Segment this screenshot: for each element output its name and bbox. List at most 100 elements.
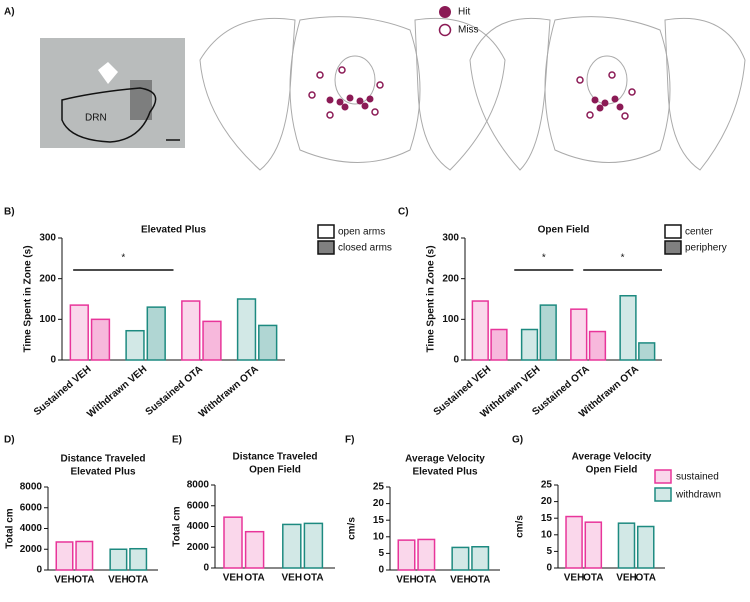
- bar: [236, 298, 257, 361]
- bar: [90, 318, 111, 361]
- x-tick-label: OTA: [244, 573, 264, 584]
- legend-label: Hit: [458, 7, 470, 18]
- x-tick-label: OTA: [416, 575, 436, 586]
- atlas-right: [469, 16, 746, 171]
- x-tick-label: VEH: [450, 575, 471, 586]
- y-tick-label: 2000: [20, 544, 43, 555]
- y-tick-label: 5: [378, 548, 384, 559]
- y-tick-label: 300: [442, 233, 459, 244]
- legend-swatch: [664, 224, 682, 239]
- hit-dots: [326, 94, 624, 112]
- bar: [451, 546, 470, 571]
- x-tick-label: VEH: [108, 575, 129, 586]
- significance-star: *: [621, 253, 625, 264]
- bar: [636, 525, 655, 569]
- y-tick-label: 2000: [187, 542, 210, 553]
- x-tick-label: VEH: [616, 573, 637, 584]
- y-tick-label: 25: [541, 480, 553, 491]
- chart-title: Elevated Plus: [412, 467, 477, 478]
- y-tick-label: 5: [546, 546, 552, 557]
- image-label: DRN: [85, 113, 107, 124]
- y-tick-label: 0: [50, 355, 56, 366]
- legend-swatch: [317, 240, 335, 255]
- y-tick-label: 15: [373, 515, 385, 526]
- y-tick-label: 10: [373, 531, 385, 542]
- panel-label: E): [172, 435, 182, 446]
- y-tick-label: 20: [541, 496, 553, 507]
- legend-swatch: [317, 224, 335, 239]
- y-tick-label: 4000: [187, 521, 210, 532]
- bar: [244, 530, 265, 569]
- bar: [417, 538, 436, 571]
- aqueduct: [98, 62, 118, 84]
- histology-image: [40, 38, 185, 148]
- panel-label: D): [4, 435, 15, 446]
- legend-label: sustained: [676, 472, 719, 483]
- y-tick-label: 15: [541, 513, 553, 524]
- bar: [69, 304, 89, 361]
- y-tick-label: 0: [378, 565, 384, 576]
- chart-title: Open Field: [586, 465, 638, 476]
- chart-title: Elevated Plus: [70, 467, 135, 478]
- bar: [565, 515, 583, 569]
- y-tick-label: 20: [373, 498, 385, 509]
- x-tick-label: OTA: [128, 575, 148, 586]
- y-tick-label: 100: [442, 314, 459, 325]
- y-tick-label: 6000: [187, 500, 210, 511]
- legend-label: closed arms: [338, 243, 392, 254]
- y-tick-label: 0: [453, 355, 459, 366]
- significance-star: *: [542, 253, 546, 264]
- bar: [638, 342, 656, 361]
- panel-label: C): [398, 207, 409, 218]
- panel-a: A) DRN Hit Miss: [4, 6, 746, 171]
- x-tick-label: OTA: [636, 573, 656, 584]
- x-tick-label: VEH: [396, 575, 417, 586]
- atlas-left: [199, 16, 506, 171]
- legend-label: periphery: [685, 243, 727, 254]
- panel-label: G): [512, 435, 523, 446]
- bar: [471, 546, 490, 571]
- y-tick-label: 25: [373, 482, 385, 493]
- x-tick-label: VEH: [54, 575, 75, 586]
- bar: [570, 308, 588, 361]
- bar: [55, 541, 74, 571]
- bar: [125, 329, 145, 361]
- chart-title: Open Field: [249, 465, 301, 476]
- y-axis-label: Time Spent in Zone (s): [426, 245, 437, 352]
- x-tick-label: Withdrawn VEH: [85, 364, 149, 420]
- x-tick-label: OTA: [583, 573, 603, 584]
- bar: [258, 324, 278, 361]
- y-tick-label: 300: [39, 233, 56, 244]
- legend-label: Miss: [458, 25, 479, 36]
- x-tick-label: Withdrawn OTA: [197, 364, 261, 420]
- legend-swatch: [664, 240, 682, 255]
- bar: [146, 306, 166, 361]
- panel-label: B): [4, 207, 15, 218]
- legend-swatch: [654, 487, 672, 502]
- bar: [397, 539, 416, 571]
- bar: [490, 328, 508, 361]
- y-tick-label: 0: [36, 565, 42, 576]
- bar: [619, 294, 637, 361]
- bar: [539, 304, 557, 361]
- y-tick-label: 6000: [20, 502, 43, 513]
- chart-title: Open Field: [538, 225, 590, 236]
- chart-title: Average Velocity: [572, 452, 652, 463]
- y-tick-label: 10: [541, 529, 553, 540]
- y-tick-label: 8000: [20, 482, 43, 493]
- y-tick-label: 8000: [187, 480, 210, 491]
- x-tick-label: OTA: [303, 573, 323, 584]
- bar: [303, 522, 324, 569]
- bar: [282, 523, 302, 569]
- bar: [181, 300, 201, 361]
- y-axis-label: Time Spent in Zone (s): [23, 245, 34, 352]
- bar: [520, 328, 539, 361]
- bar: [471, 300, 489, 361]
- chart-title: Distance Traveled: [60, 454, 145, 465]
- y-axis-label: Total cm: [172, 506, 183, 546]
- drn-outline: [61, 87, 157, 143]
- x-tick-label: OTA: [470, 575, 490, 586]
- bar: [75, 540, 94, 571]
- significance-star: *: [121, 253, 125, 264]
